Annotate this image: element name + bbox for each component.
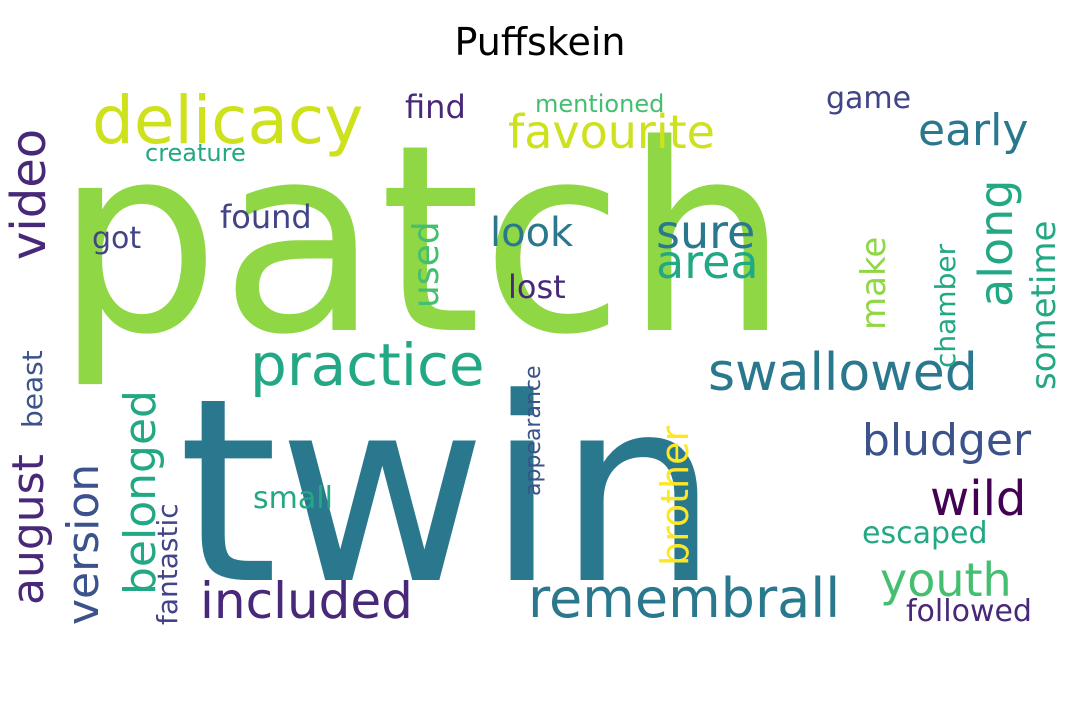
word-sometime: sometime xyxy=(1024,221,1064,390)
word-appearance: appearance xyxy=(521,365,546,496)
word-version: version xyxy=(58,464,109,625)
word-delicacy: delicacy xyxy=(92,82,363,159)
word-twin: twin xyxy=(178,344,719,641)
word-swallowed: swallowed xyxy=(708,343,978,403)
word-lost: lost xyxy=(508,268,566,306)
word-followed: followed xyxy=(906,594,1032,629)
word-wild: wild xyxy=(930,471,1026,527)
word-fantastic: fantastic xyxy=(151,503,184,625)
word-practice: practice xyxy=(250,331,485,399)
word-find: find xyxy=(405,88,466,126)
word-early: early xyxy=(918,105,1028,156)
word-included: included xyxy=(200,572,413,630)
word-small: small xyxy=(253,481,333,516)
word-got: got xyxy=(92,221,141,256)
word-remembrall: remembrall xyxy=(528,567,840,630)
figure-title: Puffskein xyxy=(454,20,626,64)
word-look: look xyxy=(490,210,574,256)
word-creature: creature xyxy=(145,139,246,167)
word-brother: brother xyxy=(653,425,697,566)
word-belonged: belonged xyxy=(115,390,166,595)
word-chamber: chamber xyxy=(929,243,962,368)
word-favourite: favourite xyxy=(508,105,715,159)
word-make: make xyxy=(854,237,894,330)
word-sure: sure xyxy=(656,205,755,259)
word-youth: youth xyxy=(880,553,1012,607)
word-used: used xyxy=(406,221,447,308)
word-beast: beast xyxy=(16,350,49,428)
word-along: along xyxy=(969,180,1023,307)
word-august: august xyxy=(3,454,54,605)
word-video: video xyxy=(1,129,57,260)
word-escaped: escaped xyxy=(862,516,988,551)
word-patch: patch xyxy=(55,90,789,392)
word-bludger: bludger xyxy=(862,415,1032,466)
word-game: game xyxy=(826,81,911,116)
word-mentioned: mentioned xyxy=(535,90,664,118)
word-found: found xyxy=(220,198,312,236)
word-area: area xyxy=(656,235,759,289)
